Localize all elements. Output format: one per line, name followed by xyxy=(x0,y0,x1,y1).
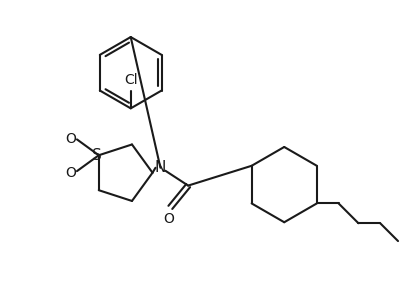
Text: N: N xyxy=(154,160,166,175)
Text: Cl: Cl xyxy=(124,73,137,87)
Text: S: S xyxy=(92,148,101,163)
Text: O: O xyxy=(65,166,76,180)
Text: O: O xyxy=(162,212,173,226)
Text: O: O xyxy=(65,132,76,146)
